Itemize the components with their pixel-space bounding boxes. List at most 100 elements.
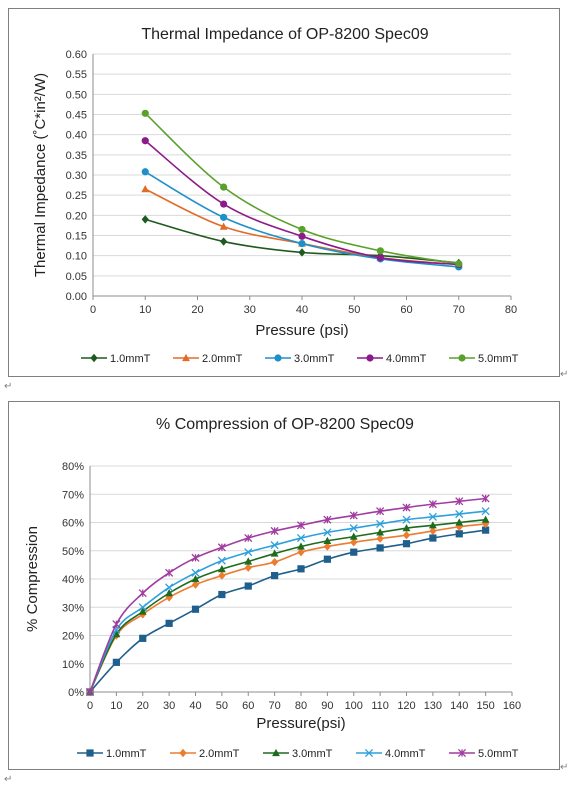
ti-legend-label: 4.0mmT bbox=[386, 353, 427, 365]
paragraph-mark-4: ↵ bbox=[4, 774, 13, 785]
ti-data-point bbox=[220, 183, 228, 191]
compression-chart-svg: % Compression of OP-8200 Spec09 0% 10% 20% 3… bbox=[24, 416, 521, 760]
cp-data-point bbox=[323, 536, 332, 544]
cp-data-point bbox=[270, 549, 279, 557]
cp-data-point bbox=[376, 528, 385, 536]
ti-x-tick-label: 40 bbox=[296, 304, 308, 316]
cp-legend-item: 1.0mmT bbox=[77, 748, 147, 760]
ti-y-tick-label: 0.45 bbox=[66, 110, 87, 122]
cp-data-point bbox=[270, 526, 279, 536]
cp-data-point bbox=[455, 509, 464, 519]
ti-y-tick-label: 0.10 bbox=[66, 251, 87, 263]
ti-x-tick-label: 10 bbox=[139, 304, 151, 316]
cp-legend-item: 4.0mmT bbox=[356, 748, 426, 760]
cp-data-point bbox=[244, 557, 253, 565]
ti-data-point bbox=[220, 200, 228, 208]
cp-data-point bbox=[402, 515, 411, 524]
cp-data-point bbox=[402, 524, 411, 532]
cp-legend-label: 3.0mmT bbox=[292, 748, 333, 760]
cp-data-point bbox=[481, 515, 490, 523]
cp-legend-label: 1.0mmT bbox=[106, 748, 147, 760]
ti-x-tick-label: 30 bbox=[244, 304, 256, 316]
ti-data-point bbox=[141, 215, 149, 224]
paragraph-mark-1: ↵ bbox=[560, 369, 569, 380]
cp-title: % Compression of OP-8200 Spec09 bbox=[156, 416, 414, 433]
ti-data-point bbox=[298, 248, 306, 257]
cp-data-point bbox=[112, 620, 121, 629]
cp-series-line bbox=[89, 518, 486, 693]
cp-series-5.0mmT bbox=[85, 494, 490, 697]
ti-legend-item: 4.0mmT bbox=[357, 353, 427, 365]
ti-legend-marker bbox=[366, 354, 374, 362]
cp-x-tick-label: 70 bbox=[269, 700, 281, 712]
cp-data-point bbox=[191, 605, 200, 613]
cp-data-point bbox=[85, 687, 95, 697]
ti-y-tick-label: 0.20 bbox=[66, 210, 87, 222]
cp-data-point bbox=[297, 565, 305, 573]
ti-data-point bbox=[220, 213, 228, 221]
ti-data-point bbox=[220, 237, 228, 246]
cp-data-point bbox=[244, 563, 252, 572]
cp-data-point bbox=[244, 533, 253, 543]
cp-data-point bbox=[349, 532, 358, 540]
paragraph-mark-3: ↵ bbox=[560, 762, 569, 773]
cp-data-point bbox=[376, 519, 385, 528]
cp-y-tick-label: 50% bbox=[62, 546, 84, 558]
cp-data-point bbox=[112, 629, 121, 638]
ti-legend-item: 2.0mmT bbox=[173, 353, 243, 365]
cp-x-tick-label: 120 bbox=[397, 700, 415, 712]
ti-y-tick-label: 0.55 bbox=[66, 69, 87, 81]
cp-data-point bbox=[323, 528, 332, 537]
cp-data-point bbox=[191, 574, 200, 583]
ti-legend-item: 5.0mmT bbox=[449, 353, 519, 365]
cp-data-point bbox=[244, 582, 252, 590]
cp-legend-marker bbox=[364, 748, 374, 758]
cp-x-tick-label: 40 bbox=[189, 700, 201, 712]
cp-data-point bbox=[428, 521, 437, 529]
cp-y-tick-label: 20% bbox=[62, 631, 84, 643]
cp-data-point bbox=[481, 507, 490, 516]
cp-data-point bbox=[455, 530, 463, 538]
cp-legend-marker bbox=[272, 748, 280, 757]
cp-data-point bbox=[139, 634, 147, 642]
ti-data-point bbox=[298, 239, 306, 248]
ti-y-tick-label: 0.05 bbox=[66, 271, 87, 283]
thermal-impedance-chart: Thermal Impedance of OP-8200 Spec09 0.00 0… bbox=[8, 8, 560, 377]
ti-data-point bbox=[298, 225, 306, 234]
cp-data-point bbox=[191, 568, 200, 577]
ti-x-tick-label: 70 bbox=[453, 304, 465, 316]
cp-x-tick-label: 130 bbox=[424, 700, 442, 712]
cp-y-tick-label: 40% bbox=[62, 574, 84, 586]
cp-series-line bbox=[89, 529, 486, 693]
ti-legend-label: 2.0mmT bbox=[202, 353, 243, 365]
cp-y-tick-label: 70% bbox=[62, 489, 84, 501]
cp-y-axis-label: % Compression bbox=[24, 526, 41, 632]
ti-legend-marker bbox=[458, 354, 466, 362]
cp-data-point bbox=[165, 568, 174, 577]
cp-x-axis-label: Pressure(psi) bbox=[256, 715, 345, 732]
cp-data-point bbox=[217, 565, 226, 573]
cp-data-point bbox=[218, 571, 226, 580]
cp-data-point bbox=[112, 658, 120, 666]
cp-x-tick-label: 60 bbox=[242, 700, 254, 712]
ti-y-tick-label: 0.50 bbox=[66, 89, 87, 101]
ti-x-tick-label: 20 bbox=[191, 304, 203, 316]
ti-legend-item: 1.0mmT bbox=[81, 353, 151, 365]
cp-x-tick-label: 50 bbox=[216, 700, 228, 712]
cp-series-1.0mmT bbox=[86, 526, 490, 696]
cp-data-point bbox=[217, 556, 226, 565]
ti-legend-marker bbox=[274, 354, 282, 362]
cp-series-3.0mmT bbox=[86, 515, 490, 696]
cp-data-point bbox=[428, 500, 437, 509]
cp-data-point bbox=[402, 540, 411, 548]
cp-data-point bbox=[271, 557, 279, 567]
ti-data-point bbox=[141, 137, 149, 145]
ti-legend-label: 5.0mmT bbox=[478, 353, 519, 365]
cp-data-point bbox=[271, 572, 279, 580]
ti-x-tick-label: 80 bbox=[505, 304, 517, 316]
cp-legend-item: 3.0mmT bbox=[263, 748, 333, 760]
ti-legend-marker bbox=[182, 353, 190, 362]
cp-data-point bbox=[481, 494, 490, 503]
ti-x-tick-label: 60 bbox=[400, 304, 412, 316]
cp-data-point bbox=[138, 589, 147, 598]
